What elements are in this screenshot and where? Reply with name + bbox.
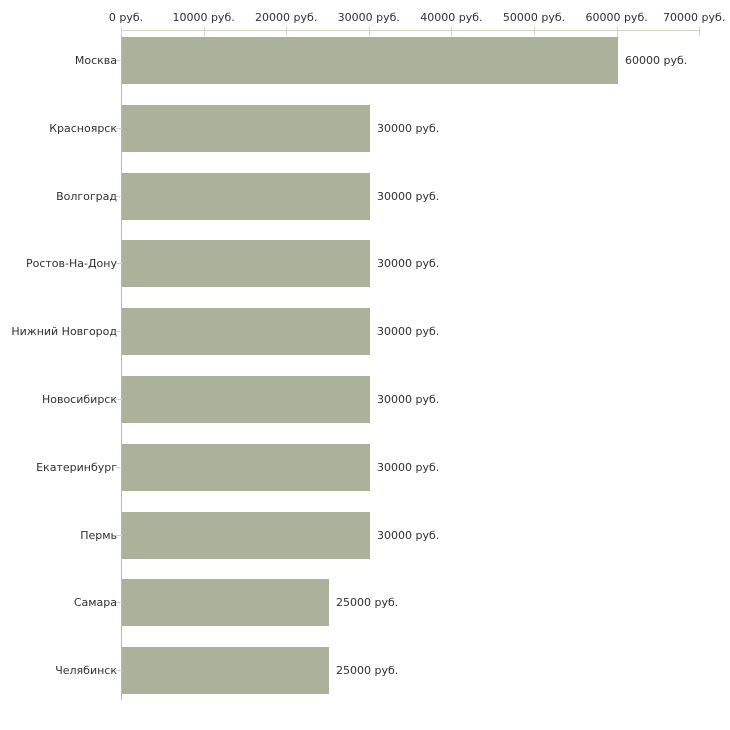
x-axis-tick-label: 20000 руб. xyxy=(255,11,318,24)
category-label: Пермь xyxy=(80,529,117,542)
category-label: Екатеринбург xyxy=(36,461,117,474)
value-label: 30000 руб. xyxy=(377,190,440,203)
x-axis-tick-label: 10000 руб. xyxy=(172,11,235,24)
x-axis-tick-label: 30000 руб. xyxy=(337,11,400,24)
category-label: Красноярск xyxy=(49,122,117,135)
bar xyxy=(122,647,329,694)
bar xyxy=(122,512,370,559)
x-axis-tick xyxy=(699,27,701,36)
x-axis-tick xyxy=(121,27,122,36)
category-tick xyxy=(116,467,122,468)
category-label: Новосибирск xyxy=(41,393,117,406)
bar xyxy=(122,173,370,220)
category-label: Челябинск xyxy=(55,664,117,677)
category-tick xyxy=(116,535,122,536)
value-label: 30000 руб. xyxy=(377,393,440,406)
category-label: Нижний Новгород xyxy=(11,325,117,338)
value-label: 30000 руб. xyxy=(377,461,440,474)
x-axis-tick xyxy=(203,27,205,36)
category-label: Ростов-На-Дону xyxy=(25,257,117,270)
category-tick xyxy=(116,196,122,197)
category-tick xyxy=(116,263,122,264)
x-axis-line xyxy=(121,30,700,31)
bar xyxy=(122,105,370,152)
x-axis-tick-label: 60000 руб. xyxy=(585,11,648,24)
value-label: 30000 руб. xyxy=(377,122,440,135)
x-axis-tick xyxy=(286,27,288,36)
bar xyxy=(122,376,370,423)
x-axis-tick-label: 0 руб. xyxy=(108,11,144,24)
value-label: 25000 руб. xyxy=(336,596,399,609)
category-tick xyxy=(116,670,122,671)
category-tick xyxy=(116,128,122,129)
bar xyxy=(122,579,329,626)
x-axis-tick xyxy=(451,27,453,36)
category-tick xyxy=(116,60,122,61)
bar xyxy=(122,240,370,287)
bar xyxy=(122,37,618,84)
x-axis-tick-label: 70000 руб. xyxy=(663,11,726,24)
x-axis-tick-label: 50000 руб. xyxy=(502,11,566,24)
value-label: 30000 руб. xyxy=(377,325,440,338)
x-axis-tick-label: 40000 руб. xyxy=(420,11,483,24)
x-axis-tick xyxy=(616,27,618,36)
value-label: 30000 руб. xyxy=(377,529,440,542)
category-tick xyxy=(116,602,122,603)
category-tick xyxy=(116,331,122,332)
x-axis-tick xyxy=(368,27,370,36)
y-axis-baseline xyxy=(121,28,122,700)
value-label: 30000 руб. xyxy=(377,257,440,270)
category-label: Волгоград xyxy=(56,190,117,203)
category-label: Самара xyxy=(73,596,117,609)
bar xyxy=(122,444,370,491)
category-tick xyxy=(116,399,122,400)
x-axis-tick xyxy=(534,27,535,36)
bar xyxy=(122,308,370,355)
value-label: 25000 руб. xyxy=(336,664,399,677)
category-label: Москва xyxy=(74,54,117,67)
value-label: 60000 руб. xyxy=(625,54,688,67)
